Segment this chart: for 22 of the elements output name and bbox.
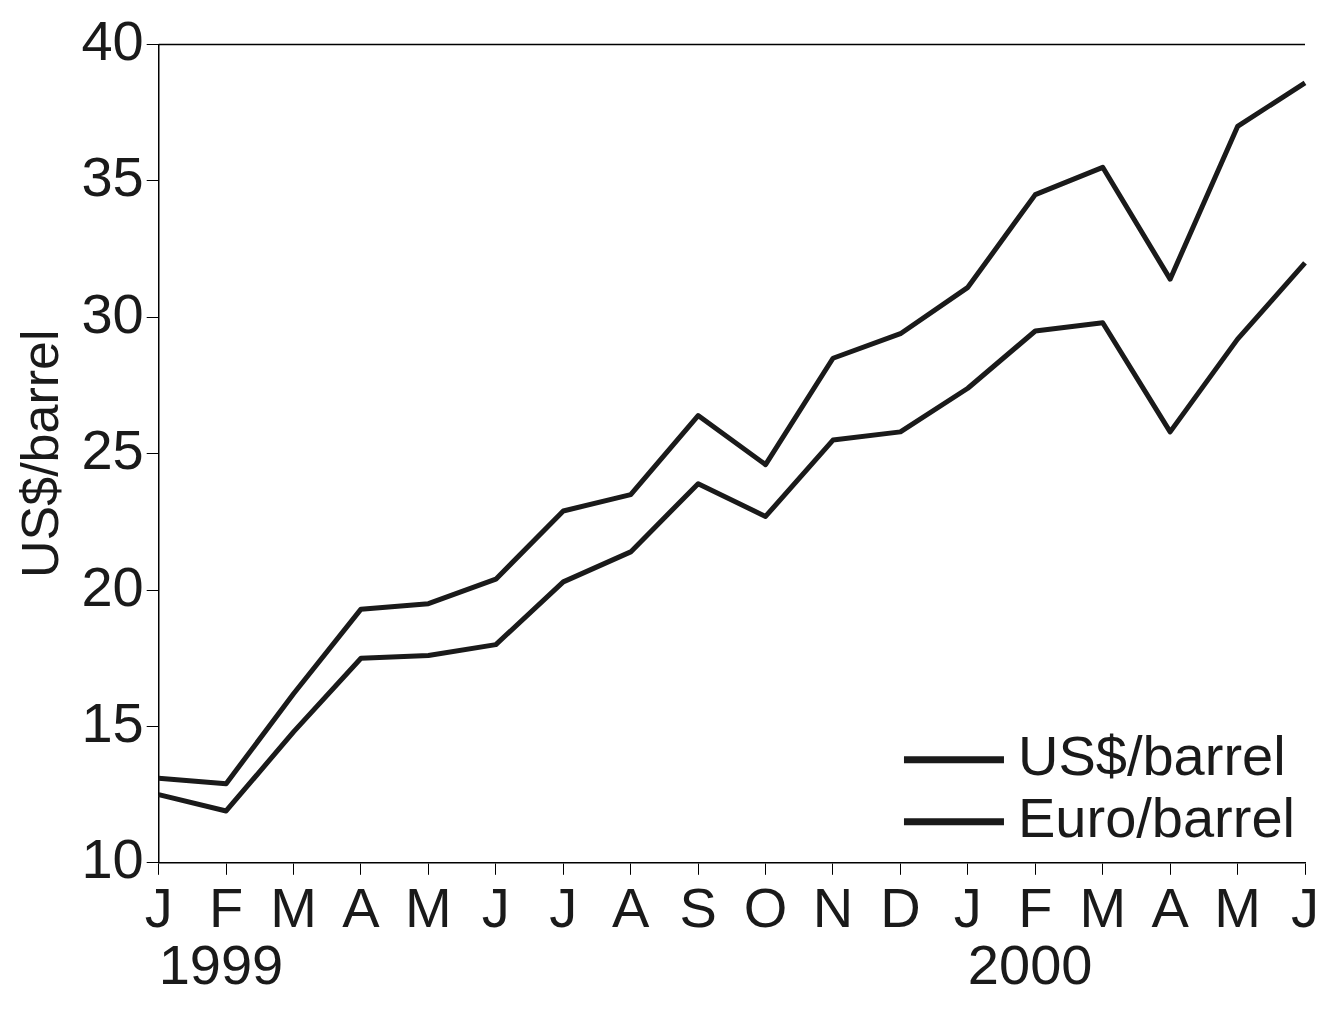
y-tick-label: 40 [81,9,144,73]
x-tick-label: J [481,875,510,939]
x-tick-label: D [880,875,921,939]
x-tick-label: S [679,875,717,939]
x-tick-label: M [405,875,452,939]
y-tick-label: 20 [81,554,144,618]
legend-label: US$/barrel [1017,724,1286,788]
x-tick-label: O [743,875,788,939]
y-tick-label: 35 [81,145,144,209]
x-tick-label: A [342,875,381,939]
x-tick-label: J [549,875,578,939]
x-tick-label: A [612,875,651,939]
y-tick-label: 10 [81,827,144,891]
y-tick-label: 15 [81,690,144,754]
y-axis-title: US$/barrel [10,329,69,578]
y-tick-label: 30 [81,281,144,345]
legend-label: Euro/barrel [1017,786,1296,850]
x-tick-label: N [812,875,854,939]
x-tick-label: M [1214,875,1261,939]
y-tick-label: 25 [81,418,144,482]
x-tick-label: J [1291,875,1319,939]
x-tick-label: A [1151,875,1190,939]
